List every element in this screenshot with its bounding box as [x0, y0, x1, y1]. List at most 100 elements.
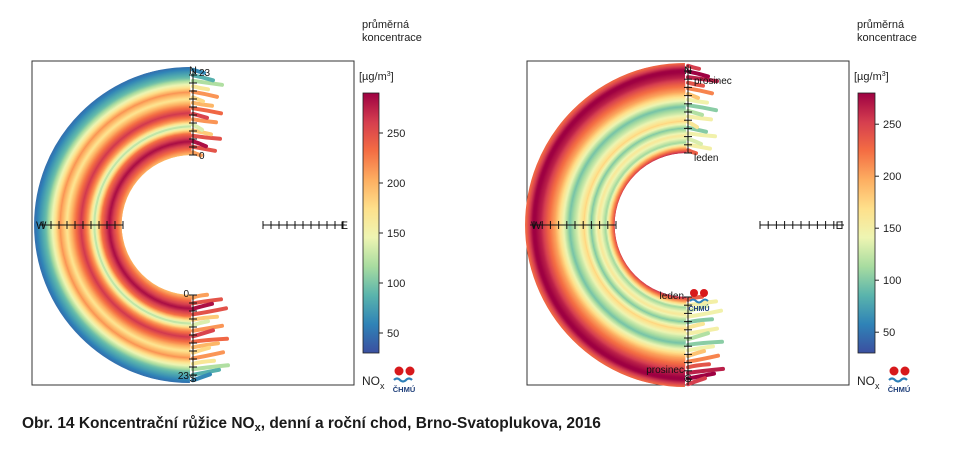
- logo-dot: [405, 366, 415, 376]
- ring-band: [608, 145, 687, 305]
- streak: [191, 341, 220, 350]
- streak: [686, 366, 725, 375]
- ring-band: [119, 151, 192, 299]
- ring-band: [603, 140, 687, 310]
- streak: [686, 103, 718, 113]
- streak: [686, 97, 709, 105]
- ring-band: [593, 130, 687, 320]
- ring-band: [115, 147, 192, 303]
- ring-band: [104, 136, 192, 314]
- streak: [191, 372, 212, 383]
- ring-band: [117, 149, 192, 301]
- ring-band: [114, 146, 192, 304]
- streak: [686, 63, 701, 71]
- ring-band: [111, 143, 192, 307]
- streak: [686, 131, 717, 139]
- ring-band: [99, 131, 192, 319]
- legend-title-line2: koncentrace: [857, 32, 917, 44]
- ring-band: [598, 135, 687, 315]
- logo-dot: [900, 366, 910, 376]
- streak: [686, 339, 724, 347]
- streak: [686, 304, 709, 314]
- ring-band: [597, 134, 687, 316]
- streak: [191, 73, 215, 83]
- radial-label-south-inner: 0: [183, 289, 189, 300]
- streak: [191, 122, 204, 132]
- streak: [191, 78, 224, 87]
- ring-band: [609, 146, 687, 304]
- streak: [686, 371, 716, 381]
- colorbar-tick-label: 100: [387, 278, 405, 290]
- ring-band: [607, 144, 687, 306]
- colorbar: [362, 92, 380, 354]
- inner-logo-dot: [690, 289, 698, 297]
- colorbar-tick-label: 150: [883, 223, 901, 235]
- direction-axes: [39, 69, 345, 381]
- caption-subscript: x: [254, 422, 261, 434]
- ring-band: [526, 63, 687, 387]
- ring-band: [592, 129, 687, 321]
- ring-band: [113, 145, 192, 305]
- streak: [686, 344, 715, 353]
- streak: [191, 363, 230, 372]
- legend-unit-suffix: ]: [391, 71, 394, 83]
- streak: [686, 108, 704, 117]
- streak: [686, 136, 703, 146]
- streak: [191, 297, 223, 306]
- colorbar-tick-label: 200: [883, 171, 901, 183]
- figure-caption: Obr. 14 Koncentrační růžice NOx, denní a…: [22, 415, 601, 434]
- ring-band: [109, 141, 192, 309]
- legend-unit: [µg/m3]: [359, 71, 394, 83]
- caption-prefix: Obr. 14 Koncentrační růžice NO: [22, 415, 255, 432]
- ring-band: [116, 148, 192, 302]
- ring-band: [611, 148, 687, 302]
- streak: [191, 292, 209, 300]
- streak: [191, 100, 214, 108]
- legend-title-line1: průměrná: [857, 19, 905, 31]
- ring-band: [112, 144, 192, 306]
- radial-label-south-outer: prosinec: [646, 365, 684, 376]
- streak: [191, 336, 229, 344]
- logo-wave: [393, 377, 413, 383]
- direction-label-n: N: [684, 65, 692, 77]
- streak: [191, 106, 223, 116]
- streak: [191, 358, 216, 366]
- streak: [686, 75, 719, 84]
- streak: [686, 120, 699, 130]
- ring-band: [615, 152, 687, 298]
- streak: [686, 376, 707, 387]
- ring-band: [121, 153, 192, 297]
- streak: [191, 306, 228, 317]
- colorbar-tick-label: 150: [387, 228, 405, 240]
- ring-band: [604, 141, 687, 309]
- ring-band: [101, 133, 192, 317]
- ring-band: [595, 132, 687, 318]
- direction-label-s: S: [189, 373, 196, 385]
- streak: [191, 150, 203, 158]
- legend-pollutant: NOx: [362, 374, 385, 391]
- ring-band: [594, 131, 687, 319]
- ring-band: [103, 135, 192, 315]
- ring-band: [527, 64, 687, 386]
- ring-band: [102, 134, 192, 316]
- direction-axes: [530, 65, 844, 385]
- ring-band: [612, 149, 687, 301]
- legend-unit-sup: 3: [882, 71, 886, 78]
- ring-band: [599, 136, 687, 314]
- radial-label-north-inner: 0: [199, 151, 205, 162]
- edge-streaks: [686, 63, 725, 387]
- ring-band: [601, 138, 687, 312]
- streak: [191, 350, 225, 361]
- streak: [191, 95, 205, 104]
- ring-band: [107, 139, 192, 311]
- edge-streaks: [191, 67, 230, 383]
- radial-label-north-inner: leden: [694, 153, 718, 164]
- colorbar-tick-label: 50: [387, 328, 399, 340]
- direction-label-e: E: [341, 220, 348, 232]
- legend-pollutant-sub: x: [875, 381, 880, 391]
- ring-band: [613, 150, 687, 300]
- legend-unit-suffix: ]: [886, 71, 889, 83]
- streak: [686, 349, 706, 359]
